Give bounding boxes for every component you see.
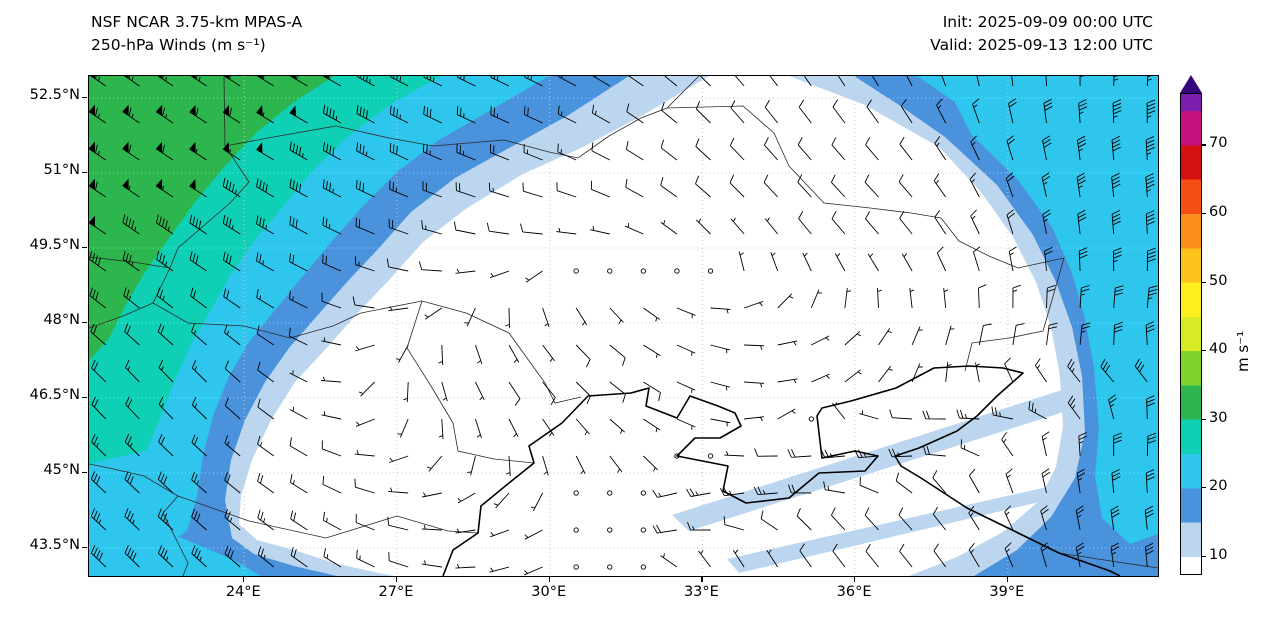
calm-wind-circle xyxy=(640,268,647,274)
calm-wind-circle xyxy=(640,490,647,496)
x-tickmark xyxy=(1006,577,1009,582)
colorbar xyxy=(1180,93,1202,575)
calm-wind-circle xyxy=(808,416,814,422)
colorbar-tick-label: 50 xyxy=(1209,272,1228,289)
calm-wind-circle xyxy=(640,564,647,570)
figure-title: NSF NCAR 3.75-km MPAS-A 250-hPa Winds (m… xyxy=(91,11,302,57)
x-tickmark xyxy=(854,577,856,582)
calm-wind-circle xyxy=(674,453,680,459)
y-tickmark xyxy=(82,247,87,249)
x-tickmark xyxy=(395,577,398,582)
calm-wind-circle xyxy=(674,268,680,274)
colorbar-tick-label: 70 xyxy=(1209,135,1228,152)
calm-wind-circle xyxy=(640,527,647,533)
calm-wind-circle xyxy=(707,453,714,459)
y-tickmark xyxy=(82,322,87,324)
calm-wind-circle xyxy=(607,268,613,274)
x-tickmark xyxy=(243,577,245,582)
coastline xyxy=(442,365,1121,576)
calm-wind-circle xyxy=(573,527,579,533)
run-info: Init: 2025-09-09 00:00 UTC Valid: 2025-0… xyxy=(930,11,1153,57)
wind-speed-fill xyxy=(89,76,1158,576)
y-tick-label: 45°N xyxy=(43,462,80,478)
calm-wind-circle xyxy=(573,564,579,570)
country-borders xyxy=(89,76,1158,576)
y-tick-label: 52.5°N xyxy=(29,87,80,103)
x-tick-label: 36°E xyxy=(836,584,872,600)
colorbar-tick-label: 30 xyxy=(1209,409,1228,426)
calm-wind-circle xyxy=(573,490,579,496)
colorbar-tickmark xyxy=(1202,144,1206,146)
wind-barb-pennants xyxy=(89,76,330,228)
y-tickmark xyxy=(82,472,87,474)
colorbar-tick-label: 20 xyxy=(1209,478,1228,495)
colorbar-tickmark xyxy=(1202,281,1206,283)
y-tickmark xyxy=(82,547,87,549)
calm-wind-circle xyxy=(707,268,714,274)
init-time: Init: 2025-09-09 00:00 UTC xyxy=(942,13,1153,31)
colorbar-tick-label: 60 xyxy=(1209,204,1228,220)
graticule xyxy=(89,76,1158,576)
y-tickmark xyxy=(82,172,87,174)
x-tick-label: 24°E xyxy=(225,584,261,600)
y-tickmark xyxy=(82,397,87,399)
x-tickmark xyxy=(701,577,703,582)
x-tick-label: 27°E xyxy=(378,584,414,600)
valid-time: Valid: 2025-09-13 12:00 UTC xyxy=(930,36,1153,54)
map-panel xyxy=(88,75,1159,577)
x-tickmark xyxy=(548,577,550,582)
colorbar-tickmark xyxy=(1202,418,1206,420)
colorbar-over-arrow xyxy=(1180,75,1202,93)
y-tickmark xyxy=(82,97,87,99)
y-tick-label: 46.5°N xyxy=(29,387,80,403)
calm-wind-circle xyxy=(607,564,613,570)
y-tick-label: 48°N xyxy=(43,312,80,328)
calm-wind-circle xyxy=(573,268,579,274)
wind-barbs xyxy=(89,76,1158,576)
x-tick-label: 39°E xyxy=(989,584,1025,600)
x-tick-label: 33°E xyxy=(683,584,719,600)
calm-wind-circle xyxy=(607,527,613,533)
colorbar-tick-label: 40 xyxy=(1209,341,1228,358)
title-field: 250-hPa Winds (m s⁻¹) xyxy=(91,36,266,54)
y-tick-label: 51°N xyxy=(43,162,80,178)
y-tick-label: 49.5°N xyxy=(29,237,80,253)
colorbar-tickmark xyxy=(1202,487,1206,489)
colorbar-tickmark xyxy=(1202,350,1206,352)
colorbar-tick-label: 10 xyxy=(1209,546,1228,563)
colorbar-tickmark xyxy=(1202,555,1206,558)
calm-wind-circle xyxy=(607,490,613,496)
title-model: NSF NCAR 3.75-km MPAS-A xyxy=(91,13,303,31)
x-tick-label: 30°E xyxy=(531,584,567,600)
y-tick-label: 43.5°N xyxy=(29,537,80,553)
colorbar-tickmark xyxy=(1202,213,1206,215)
map-canvas xyxy=(89,76,1158,576)
